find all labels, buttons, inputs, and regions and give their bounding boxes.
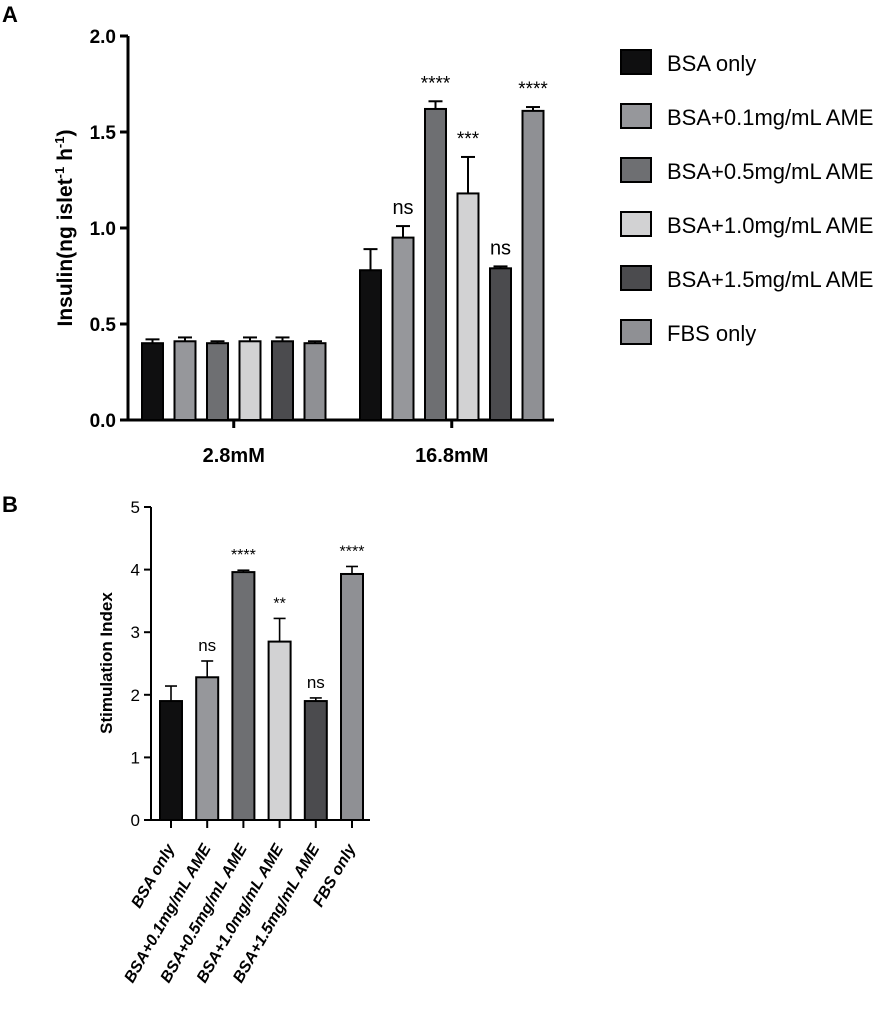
chart-b-y-tick-label: 1 <box>131 748 140 767</box>
chart-a-bar <box>141 342 164 422</box>
chart-a-y-tick-label: 1.5 <box>90 123 117 144</box>
chart-a-significance-label: ns <box>392 197 413 219</box>
chart-a-x-tick-label: 2.8mM <box>203 445 265 467</box>
chart-a-significance-label: **** <box>518 79 548 100</box>
legend-swatch <box>620 319 652 345</box>
chart-a-y-axis-label: Insulin(ng islet-1 h-1) <box>52 130 77 327</box>
legend-swatch <box>620 49 652 75</box>
chart-a-bars: ns*******ns**** <box>141 73 548 422</box>
legend-swatch <box>620 265 652 291</box>
chart-a-significance-label: **** <box>421 73 451 94</box>
chart-b-significance-label: ** <box>273 595 285 612</box>
chart-b-bar <box>267 640 292 822</box>
chart-a-bar <box>206 342 229 422</box>
chart-a-y-tick-label: 1.0 <box>90 219 116 240</box>
chart-a-bar <box>238 340 262 421</box>
chart-b-y-tick-label: 3 <box>131 623 140 642</box>
chart-b-bars: ns******ns**** <box>159 543 365 822</box>
chart-b-y-tick-label: 4 <box>131 561 140 580</box>
chart-a: 0.00.51.01.52.0 ns*******ns**** 2.8mM 16.… <box>52 27 554 467</box>
chart-b-y-tick-label: 5 <box>131 498 140 517</box>
legend-label: BSA+0.1mg/mL AME <box>667 105 873 130</box>
chart-a-bar <box>424 107 447 422</box>
chart-a-y-tick-label: 0.5 <box>90 315 117 336</box>
chart-b-significance-label: **** <box>340 543 365 560</box>
chart-a-x-ticks: 2.8mM 16.8mM <box>203 420 488 467</box>
chart-a-bar <box>391 236 415 421</box>
legend-label: BSA only <box>667 51 756 76</box>
chart-a-y-tick-label: 2.0 <box>90 27 116 48</box>
chart-a-bar <box>173 340 197 421</box>
chart-a-significance-label: ns <box>490 237 511 259</box>
legend-swatch <box>620 211 652 237</box>
legend-label: BSA+0.5mg/mL AME <box>667 159 873 184</box>
legend-label: FBS only <box>667 321 756 346</box>
legend: BSA only BSA+0.1mg/mL AME BSA+0.5mg/mL AME… <box>620 49 873 346</box>
chart-a-bar <box>303 342 327 422</box>
chart-a-y-ticks: 0.0 0.5 1.0 1.5 2.0 <box>90 27 128 432</box>
legend-swatch <box>620 103 652 129</box>
chart-a-x-tick-label: 16.8mM <box>415 445 488 467</box>
chart-a-bar <box>521 109 545 421</box>
panel-a-label: A <box>2 2 18 27</box>
chart-b-y-tick-label: 2 <box>131 686 140 705</box>
chart-a-y-tick-label: 0.0 <box>90 411 116 432</box>
chart-b-y-ticks: 0 1 2 3 4 5 <box>131 498 151 830</box>
chart-b-y-axis-label: Stimulation Index <box>97 592 116 734</box>
chart-b-bar <box>159 700 183 821</box>
chart-b-bar <box>303 700 328 821</box>
chart-b-bar <box>231 571 256 821</box>
chart-b-significance-label: ns <box>307 673 325 692</box>
chart-a-bar <box>489 267 512 421</box>
chart-b-bar <box>195 676 220 821</box>
chart-b-bar <box>340 572 364 821</box>
chart-a-bar <box>456 192 480 421</box>
chart-b-significance-label: **** <box>231 547 256 564</box>
chart-a-bar <box>271 340 294 421</box>
panel-b-label: B <box>2 492 18 517</box>
chart-b-significance-label: ns <box>198 636 216 655</box>
legend-label: BSA+1.5mg/mL AME <box>667 267 873 292</box>
chart-b-y-tick-label: 0 <box>131 811 140 830</box>
legend-swatch <box>620 157 652 183</box>
chart-a-significance-label: *** <box>457 129 480 150</box>
legend-label: BSA+1.0mg/mL AME <box>667 213 873 238</box>
chart-a-bar <box>359 269 382 421</box>
